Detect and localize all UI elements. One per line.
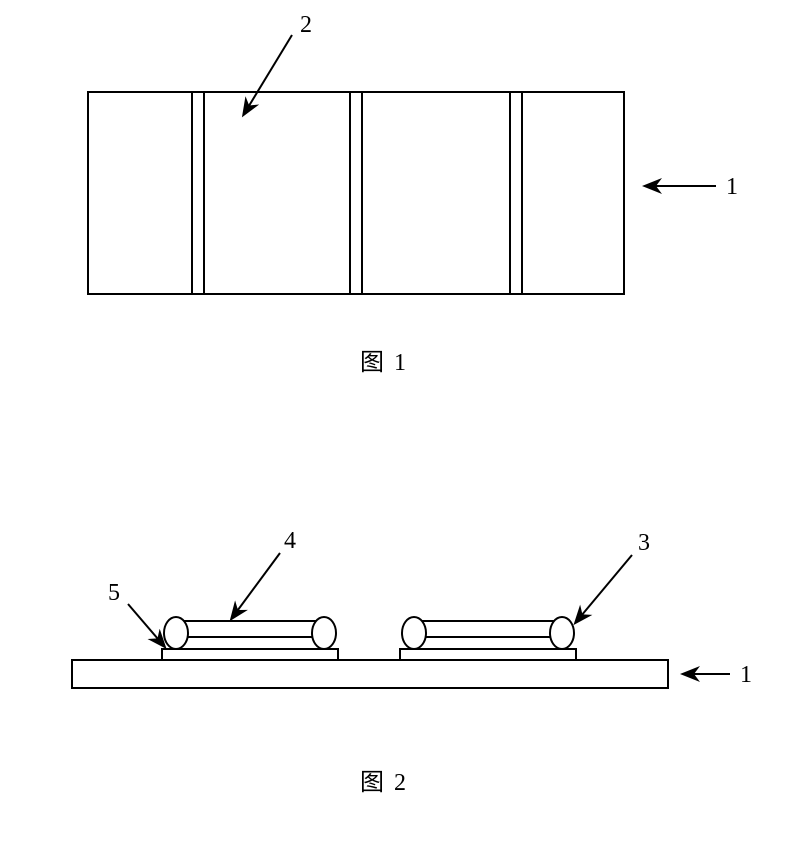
fig2-label-3: 3 — [638, 530, 650, 556]
fig1-slit-3 — [510, 92, 522, 294]
fig2-wire-3 — [402, 617, 426, 649]
fig2-arrow-5 — [128, 604, 164, 646]
figure-1: 2 1 — [88, 12, 738, 294]
figure-2: 4 3 5 1 — [72, 528, 752, 688]
fig2-pad-right — [400, 649, 576, 660]
fig2-wire-1 — [164, 617, 188, 649]
fig1-slit-2 — [350, 92, 362, 294]
fig2-arrow-3 — [576, 555, 632, 622]
fig1-outer-box — [88, 92, 624, 294]
fig1-caption: 图 1 — [360, 350, 408, 376]
fig2-beam-left — [176, 621, 324, 637]
fig1-slit-1 — [192, 92, 204, 294]
fig2-base — [72, 660, 668, 688]
fig2-wire-2 — [312, 617, 336, 649]
fig2-label-4: 4 — [284, 528, 296, 554]
fig2-wire-4 — [550, 617, 574, 649]
fig2-label-5: 5 — [108, 580, 120, 606]
fig2-pad-left — [162, 649, 338, 660]
fig2-label-1: 1 — [740, 662, 752, 688]
fig1-arrow-2 — [244, 35, 292, 114]
fig2-arrow-4 — [232, 553, 280, 618]
fig1-label-2: 2 — [300, 12, 312, 38]
fig1-label-1: 1 — [726, 174, 738, 200]
fig2-caption: 图 2 — [360, 770, 408, 796]
fig2-beam-right — [414, 621, 562, 637]
